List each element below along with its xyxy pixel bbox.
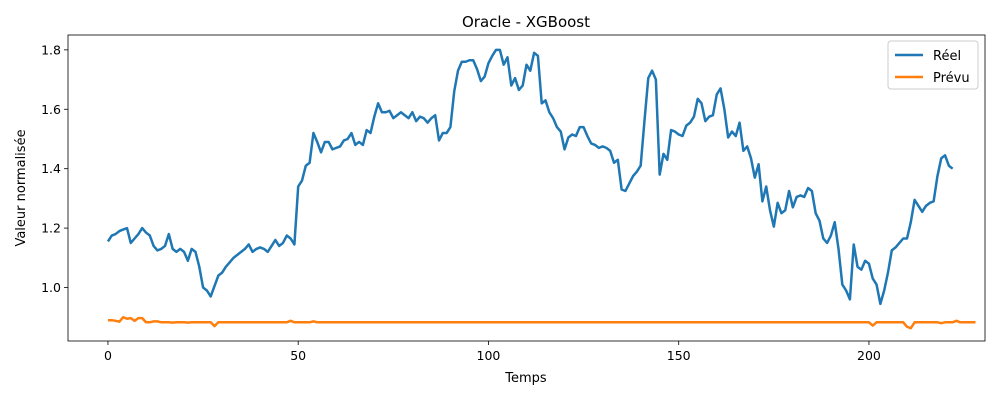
x-tick-label: 100 xyxy=(477,348,501,363)
x-tick-label: 0 xyxy=(104,348,112,363)
x-axis-label: Temps xyxy=(504,371,547,386)
series-layer xyxy=(106,48,976,330)
x-tick-label: 50 xyxy=(290,348,306,363)
y-tick-label: 1.8 xyxy=(41,42,61,57)
y-tick-label: 1.0 xyxy=(41,280,61,295)
y-tick-label: 1.4 xyxy=(41,161,61,176)
plot-frame xyxy=(67,34,986,342)
legend: Réel Prévu xyxy=(887,40,979,90)
x-tick-label: 150 xyxy=(667,348,691,363)
legend-label-prevu: Prévu xyxy=(933,71,970,86)
series-line-1 xyxy=(107,315,976,330)
y-tick-label: 1.2 xyxy=(41,221,61,236)
y-tick-label: 1.6 xyxy=(41,102,61,117)
plot-area xyxy=(67,34,986,342)
plot-background xyxy=(68,35,985,341)
legend-label-reel: Réel xyxy=(933,49,961,64)
x-axis: 0 50 100 150 200 xyxy=(104,341,881,363)
series-line-0 xyxy=(106,48,954,306)
y-axis-label: Valeur normalisée xyxy=(14,129,29,246)
x-tick-label: 200 xyxy=(857,348,881,363)
chart-title: Oracle - XGBoost xyxy=(462,13,590,31)
y-axis: 1.0 1.2 1.4 1.6 1.8 xyxy=(41,42,68,295)
